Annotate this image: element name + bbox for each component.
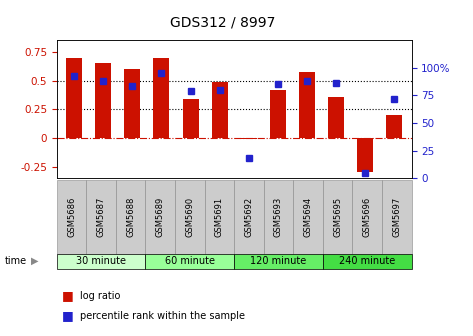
Bar: [124, 69, 140, 138]
Text: ■: ■: [61, 289, 73, 302]
Text: GSM5693: GSM5693: [274, 197, 283, 237]
Text: 30 minute: 30 minute: [76, 256, 126, 266]
Text: ■: ■: [61, 309, 73, 322]
Bar: [328, 96, 344, 138]
Bar: [95, 63, 111, 138]
Bar: [183, 99, 199, 138]
Bar: [357, 138, 373, 172]
Text: percentile rank within the sample: percentile rank within the sample: [80, 311, 245, 321]
Text: GSM5692: GSM5692: [245, 197, 254, 237]
Bar: [153, 57, 169, 138]
Text: time: time: [5, 256, 27, 266]
Bar: [386, 115, 402, 138]
Text: 60 minute: 60 minute: [165, 256, 215, 266]
Text: GSM5697: GSM5697: [392, 197, 401, 237]
Text: GSM5689: GSM5689: [156, 197, 165, 237]
Bar: [66, 57, 82, 138]
Text: GSM5690: GSM5690: [185, 197, 194, 237]
Text: GSM5688: GSM5688: [126, 197, 135, 237]
Text: 240 minute: 240 minute: [339, 256, 395, 266]
Text: ▶: ▶: [31, 256, 38, 266]
Text: 120 minute: 120 minute: [250, 256, 307, 266]
Text: GDS312 / 8997: GDS312 / 8997: [170, 15, 275, 29]
Bar: [270, 90, 286, 138]
Text: GSM5691: GSM5691: [215, 197, 224, 237]
Text: GSM5694: GSM5694: [304, 197, 313, 237]
Text: GSM5686: GSM5686: [67, 197, 76, 237]
Text: GSM5695: GSM5695: [333, 197, 342, 237]
Bar: [211, 82, 228, 138]
Bar: [299, 73, 315, 138]
Text: log ratio: log ratio: [80, 291, 121, 301]
Bar: [241, 138, 257, 139]
Text: GSM5687: GSM5687: [96, 197, 105, 237]
Text: GSM5696: GSM5696: [363, 197, 372, 237]
